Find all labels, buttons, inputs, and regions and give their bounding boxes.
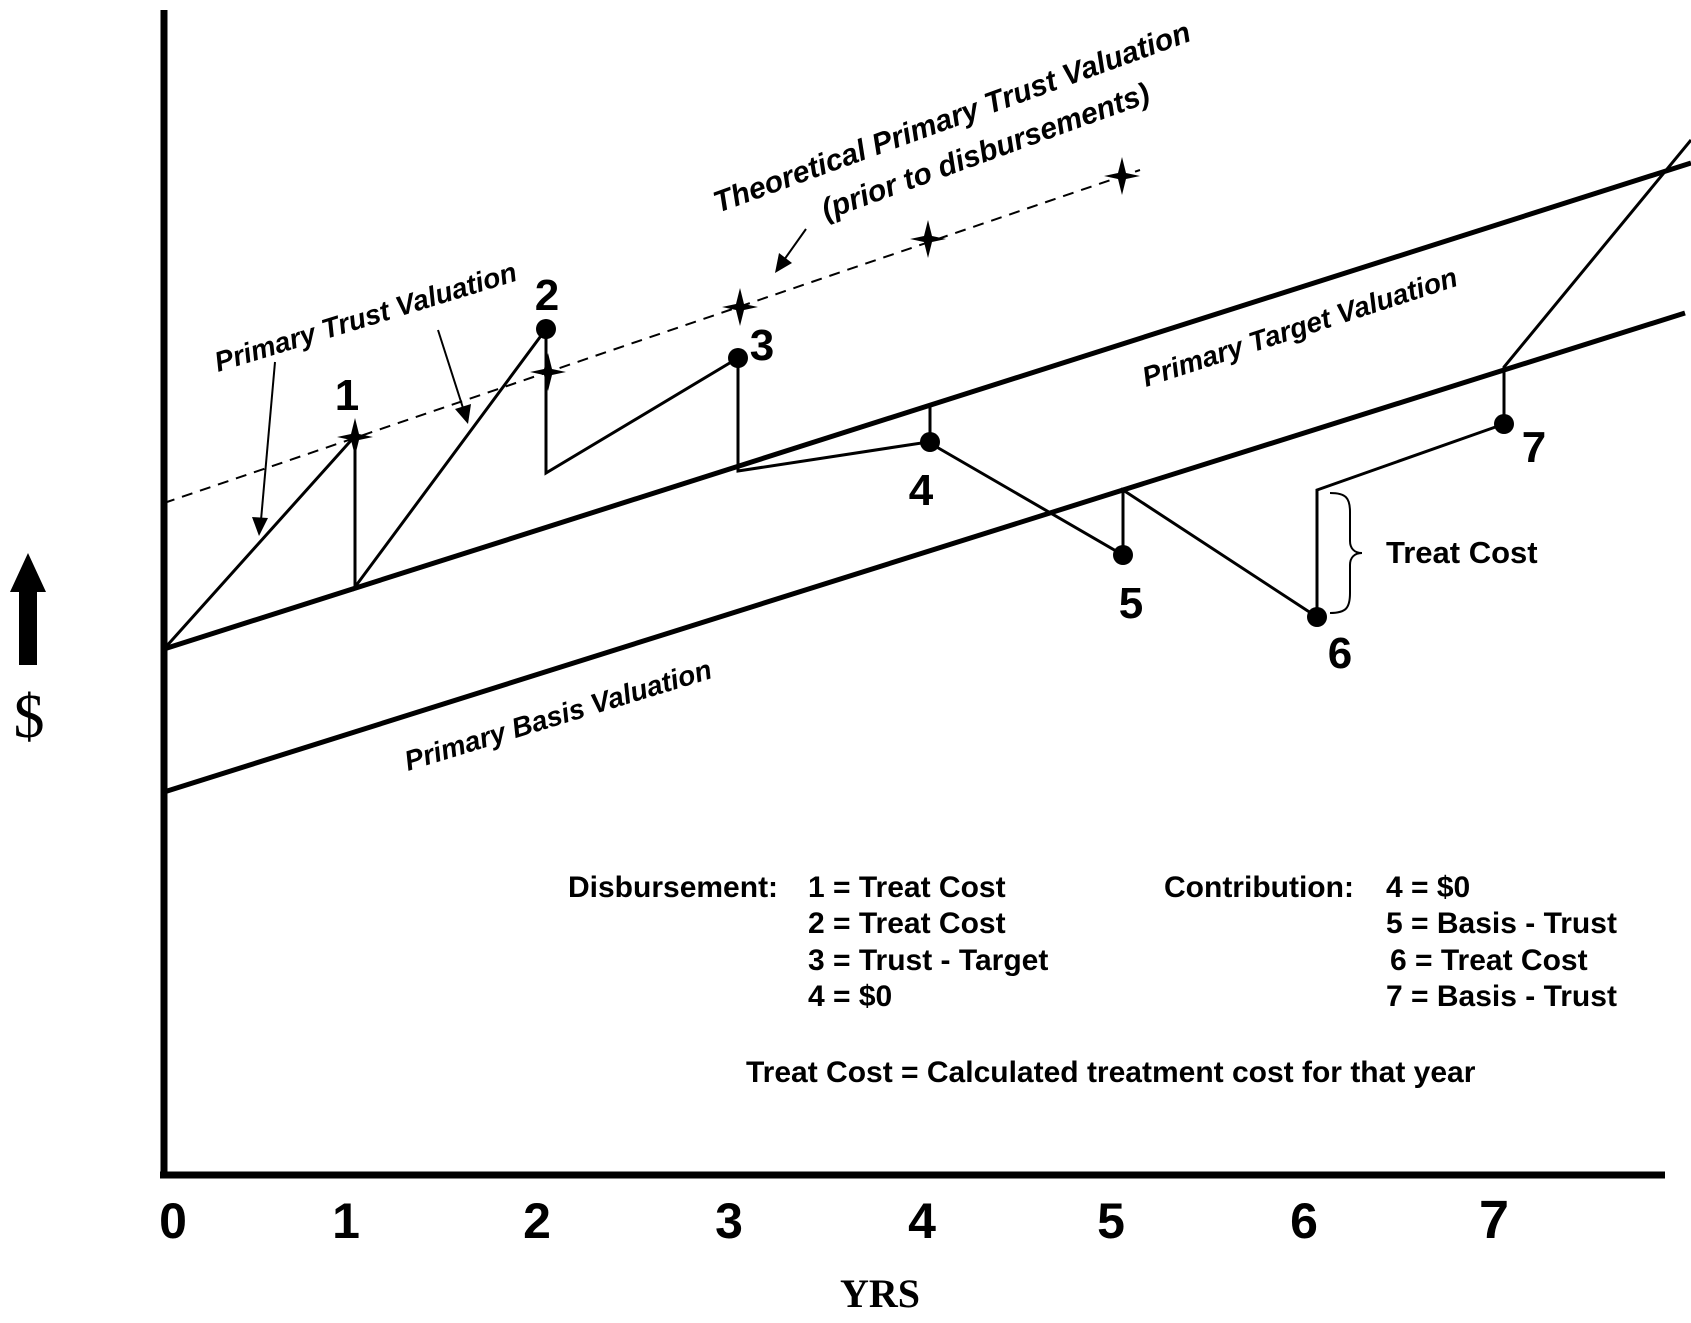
contribution-item-4: 7 = Basis - Trust [1386, 980, 1617, 1013]
disbursement-item-1: 1 = Treat Cost [808, 871, 1006, 904]
disbursement-item-4: 4 = $0 [808, 980, 892, 1013]
trust-valuation-path [162, 139, 1691, 651]
basis-valuation-line [163, 310, 1686, 795]
x-tick-7: 7 [1479, 1190, 1509, 1250]
point-label-5: 5 [1119, 579, 1143, 628]
arrow-head-icon [252, 517, 268, 536]
point-labels: 1 2 3 4 5 6 7 [335, 271, 1546, 678]
point-4 [920, 432, 940, 452]
point-5 [1113, 545, 1133, 565]
point-label-4: 4 [909, 466, 934, 515]
x-tick-2: 2 [523, 1193, 551, 1249]
trust-valuation-label: Primary Trust Valuation [211, 256, 521, 378]
contribution-item-1: 4 = $0 [1386, 871, 1470, 904]
x-tick-0: 0 [159, 1193, 187, 1249]
star-icon [722, 288, 758, 326]
point-label-3: 3 [750, 321, 774, 370]
arrow-head-icon [775, 253, 792, 273]
y-axis-up-arrow-icon [10, 553, 46, 665]
contribution-title: Contribution: [1164, 871, 1354, 904]
point-label-7: 7 [1522, 423, 1546, 472]
legend: Disbursement: 1 = Treat Cost 2 = Treat C… [568, 871, 1617, 1089]
arrow-head-icon [455, 404, 471, 424]
disbursement-item-3: 3 = Trust - Target [808, 944, 1048, 977]
point-label-1: 1 [335, 371, 359, 420]
basis-valuation-label: Primary Basis Valuation [401, 654, 716, 777]
point-2 [536, 319, 556, 339]
star-icon [1104, 157, 1140, 195]
contribution-item-2: 5 = Basis - Trust [1386, 907, 1617, 940]
point-label-2: 2 [535, 271, 559, 320]
star-icon [337, 418, 373, 456]
x-axis-title: YRS [840, 1271, 920, 1316]
contribution-item-3: 6 = Treat Cost [1390, 944, 1588, 977]
x-tick-3: 3 [715, 1193, 743, 1249]
point-label-6: 6 [1328, 629, 1352, 678]
target-valuation-line [163, 160, 1691, 652]
treat-cost-bracket [1329, 492, 1363, 614]
target-valuation-label: Primary Target Valuation [1138, 261, 1461, 392]
treat-cost-label: Treat Cost [1386, 535, 1538, 570]
x-tick-5: 5 [1097, 1193, 1125, 1249]
theoretical-trust-line [163, 169, 1141, 504]
x-tick-1: 1 [332, 1193, 360, 1249]
x-tick-labels: 0 1 2 3 4 5 6 7 [159, 1190, 1509, 1250]
point-3 [728, 348, 748, 368]
point-7 [1494, 414, 1514, 434]
label-pointer-arrows [252, 228, 807, 536]
legend-footnote: Treat Cost = Calculated treatment cost f… [746, 1056, 1476, 1089]
data-points [536, 319, 1514, 627]
disbursement-item-2: 2 = Treat Cost [808, 907, 1006, 940]
star-icon [530, 353, 566, 391]
y-axis-symbol: $ [14, 683, 45, 751]
point-6 [1307, 607, 1327, 627]
x-tick-4: 4 [908, 1193, 936, 1249]
disbursement-title: Disbursement: [568, 871, 778, 904]
theoretical-star-icons [337, 157, 1140, 456]
star-icon [910, 220, 946, 258]
x-tick-6: 6 [1290, 1193, 1318, 1249]
